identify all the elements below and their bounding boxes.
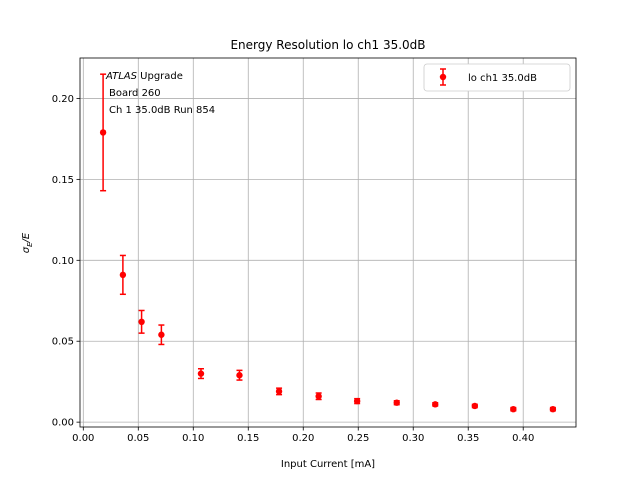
x-tick-label: 0.20 [292, 433, 314, 444]
plot-frame [79, 57, 577, 428]
data-point [158, 331, 165, 338]
y-axis-label: σE/E [21, 232, 34, 253]
legend-marker [439, 73, 447, 81]
annotation-upgrade: Upgrade [137, 71, 183, 82]
x-axis-label: Input Current [mA] [281, 459, 375, 470]
y-tick-label: 0.10 [52, 256, 74, 267]
y-axis-label-tail: /E [21, 232, 32, 243]
data-point [393, 399, 400, 406]
data-point [353, 397, 361, 405]
data-point [119, 271, 127, 279]
annotation-line-1: ATLAS Upgrade [105, 71, 183, 82]
y-tick-label: 0.05 [52, 337, 74, 348]
legend: lo ch1 35.0dB [423, 63, 571, 92]
x-tick-label: 0.15 [237, 433, 259, 444]
annotation-atlas: ATLAS [105, 71, 138, 82]
y-axis-label-sigma: σ [21, 246, 32, 253]
x-tick-label: 0.10 [182, 433, 204, 444]
annotation-line-3: Ch 1 35.0dB Run 854 [109, 105, 215, 116]
chart-title: Energy Resolution lo ch1 35.0dB [230, 38, 425, 52]
data-point [138, 318, 145, 326]
x-tick-label: 0.05 [127, 433, 149, 444]
data-point [236, 372, 243, 379]
y-tick-label: 0.15 [52, 175, 74, 186]
legend-label: lo ch1 35.0dB [468, 73, 537, 84]
x-tick-label: 0.25 [347, 433, 369, 444]
data-point [549, 405, 557, 413]
data-point [99, 129, 107, 136]
data-point [197, 370, 205, 377]
data-point [315, 393, 322, 400]
grid [80, 58, 576, 427]
data-point [275, 388, 283, 395]
y-tick-label: 0.00 [52, 418, 74, 429]
x-tick-label: 0.35 [457, 433, 479, 444]
legend-box [423, 63, 571, 92]
y-axis-label-subscript: E [26, 242, 34, 247]
atlas-annotation: ATLAS Upgrade Board 260 Ch 1 35.0dB Run … [105, 71, 215, 116]
x-tick-label: 0.30 [402, 433, 424, 444]
annotation-line-2: Board 260 [109, 88, 161, 99]
data-point [510, 405, 517, 413]
y-tick-label: 0.20 [52, 94, 74, 105]
x-tick-label: 0.40 [512, 433, 534, 444]
data-point [432, 401, 439, 408]
axis-ticks: 0.00 0.05 0.10 0.15 0.20 0.25 0.30 0.35 0.40 0.00… [52, 94, 535, 444]
data-point [471, 402, 479, 410]
data-series [99, 73, 557, 413]
x-tick-label: 0.00 [72, 433, 94, 444]
